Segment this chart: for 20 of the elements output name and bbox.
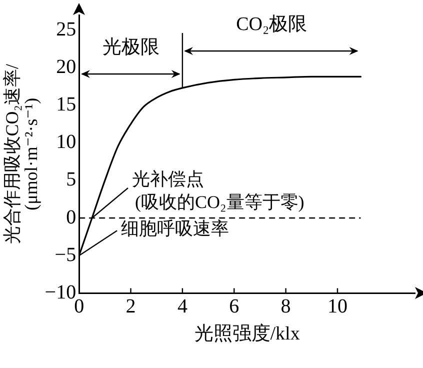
annotation: CO₂极限 bbox=[236, 14, 308, 35]
x-tick-label: 8 bbox=[280, 295, 291, 318]
x-tick-label: 4 bbox=[177, 295, 188, 318]
x-tick-label: 10 bbox=[327, 295, 348, 318]
annotation: 光补偿点 bbox=[132, 169, 204, 190]
y-tick-label: 10 bbox=[56, 131, 76, 154]
y-tick-label: 25 bbox=[56, 18, 76, 40]
y-tick-label: −5 bbox=[54, 244, 76, 266]
x-tick-label: 6 bbox=[229, 295, 240, 318]
y-tick-label: −10 bbox=[44, 281, 76, 304]
y-tick-label: 20 bbox=[56, 56, 76, 78]
y-tick-label: 5 bbox=[66, 168, 76, 191]
y-axis-title: 光合作用吸收CO₂速率/ (μmol·m⁻²·s⁻¹) bbox=[2, 64, 42, 244]
annotation: 细胞呼吸速率 bbox=[121, 218, 230, 239]
x-tick-label: 2 bbox=[126, 295, 136, 318]
x-axis-title: 光照强度/klx bbox=[194, 322, 300, 345]
annotation: 光极限 bbox=[102, 37, 160, 58]
annotation: (吸收的CO₂量等于零) bbox=[135, 192, 304, 212]
y-tick-label: 15 bbox=[56, 93, 76, 116]
y-tick-label: 0 bbox=[66, 206, 76, 228]
